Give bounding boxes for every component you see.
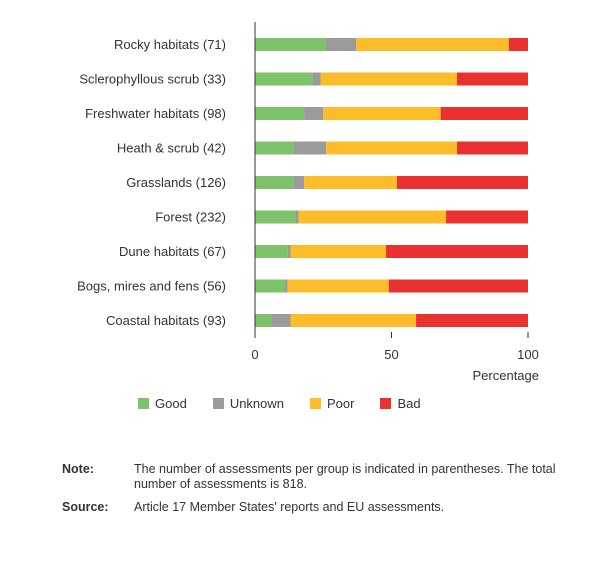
- category-label: Sclerophyllous scrub (33): [79, 72, 226, 87]
- note-label: Note:: [62, 462, 94, 476]
- bar-segment-good-7: [255, 279, 286, 293]
- legend-label: Unknown: [229, 396, 285, 411]
- stacked-bar-chart: Rocky habitats (71) Sclerophyllous scrub …: [77, 22, 539, 383]
- bar-segment-bad-3: [457, 141, 528, 155]
- legend-swatch: [310, 398, 322, 409]
- bar-segment-unknown-2: [304, 107, 324, 120]
- bar-segment-bad-0: [508, 38, 528, 51]
- bar-segment-unknown-4: [293, 176, 305, 189]
- bar-segment-bad-8: [416, 314, 528, 327]
- bar-segment-poor-2: [323, 107, 441, 120]
- bar-segment-unknown-3: [293, 141, 326, 155]
- source-row: Source: Article 17 Member States' report…: [62, 500, 582, 515]
- category-label: Rocky habitats (71): [114, 37, 226, 52]
- legend-swatch: [212, 398, 224, 409]
- x-tick-label: 0: [251, 347, 258, 362]
- legend-swatch: [138, 398, 149, 409]
- legend-item-good: Good: [138, 396, 187, 411]
- legend-item-unknown: Unknown: [212, 396, 285, 411]
- legend: Good Unknown Poor Bad: [138, 396, 447, 411]
- bar-segment-poor-7: [287, 279, 389, 293]
- bar-segment-bad-7: [388, 279, 528, 293]
- bar-segment-good-4: [255, 176, 294, 189]
- bar-segment-good-8: [255, 314, 272, 327]
- category-label: Freshwater habitats (98): [85, 106, 226, 121]
- x-tick-label: 50: [384, 347, 398, 362]
- bar-segment-good-5: [255, 210, 296, 224]
- source-label: Source:: [62, 500, 109, 514]
- category-label: Grasslands (126): [126, 175, 226, 190]
- note-text: The number of assessments per group is i…: [134, 462, 556, 491]
- bars-group: [255, 38, 528, 327]
- category-label: Forest (232): [155, 210, 226, 225]
- legend-label: Bad: [397, 396, 421, 411]
- bar-segment-poor-6: [290, 245, 387, 258]
- x-tick-label: 100: [517, 347, 539, 362]
- bar-segment-unknown-0: [325, 38, 357, 51]
- bar-segment-bad-2: [440, 107, 528, 120]
- bar-segment-bad-6: [386, 245, 528, 258]
- bar-segment-bad-5: [446, 210, 528, 224]
- legend-item-poor: Poor: [310, 396, 354, 411]
- bar-segment-good-2: [255, 107, 305, 120]
- notes-section: Note: The number of assessments per grou…: [62, 462, 582, 523]
- category-label: Bogs, mires and fens (56): [77, 279, 226, 294]
- bar-segment-unknown-6: [287, 245, 291, 258]
- bar-segment-good-1: [255, 72, 313, 86]
- category-labels: Rocky habitats (71) Sclerophyllous scrub …: [77, 37, 226, 328]
- source-text: Article 17 Member States' reports and EU…: [134, 500, 445, 514]
- bar-segment-good-0: [255, 38, 326, 51]
- x-axis-title: Percentage: [473, 368, 540, 383]
- legend-label: Good: [155, 396, 187, 411]
- note-row: Note: The number of assessments per grou…: [62, 462, 582, 492]
- bar-segment-poor-1: [320, 72, 458, 86]
- bar-segment-poor-0: [356, 38, 509, 51]
- bar-segment-bad-4: [396, 176, 528, 189]
- bar-segment-bad-1: [457, 72, 528, 86]
- bar-segment-poor-3: [325, 141, 458, 155]
- category-label: Heath & scrub (42): [117, 141, 226, 156]
- x-axis: 0 50 100 Percentage: [251, 22, 539, 383]
- legend-item-bad: Bad: [380, 396, 421, 411]
- bar-segment-poor-4: [304, 176, 397, 189]
- bar-segment-good-3: [255, 141, 294, 155]
- category-label: Coastal habitats (93): [106, 313, 226, 328]
- category-label: Dune habitats (67): [119, 244, 226, 259]
- legend-label: Poor: [327, 396, 355, 411]
- bar-segment-unknown-5: [295, 210, 299, 224]
- bar-segment-good-6: [255, 245, 288, 258]
- bar-segment-unknown-1: [312, 72, 321, 86]
- legend-swatch: [380, 398, 392, 409]
- bar-segment-unknown-8: [271, 314, 291, 327]
- bar-segment-poor-8: [290, 314, 417, 327]
- bar-segment-unknown-7: [285, 279, 288, 293]
- bar-segment-poor-5: [298, 210, 447, 224]
